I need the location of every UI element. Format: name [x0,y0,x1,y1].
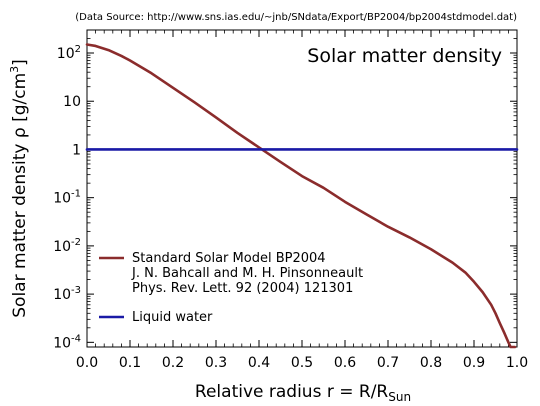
data-source-note: (Data Source: http://www.sns.ias.edu/~jn… [75,12,517,23]
x-axis-label: Relative radius r = R/RSun [195,382,411,404]
x-tick-label: 0.0 [76,355,98,371]
y-tick-label: 10-4 [53,333,81,351]
legend-label-bp2004: J. N. Bahcall and M. H. Pinsonneault [131,266,363,281]
legend-label-liquid-water: Liquid water [132,310,213,325]
x-tick-label: 0.7 [377,355,399,371]
legend-label-bp2004: Standard Solar Model BP2004 [132,251,326,266]
x-tick-label: 0.3 [205,355,227,371]
chart-title: Solar matter density [307,45,502,67]
y-axis-label: Solar matter density ρ [g/cm3] [8,59,30,318]
x-ticks: 0.0 0.1 0.2 0.3 0.4 0.5 0.6 0.7 0.8 0.9 1.0 [76,30,528,371]
y-tick-label: 10 [63,94,81,110]
x-tick-label: 0.1 [119,355,141,371]
y-tick-label: 102 [57,44,81,62]
x-tick-label: 0.6 [334,355,356,371]
series-layer [85,43,519,349]
y-tick-label: 1 [72,142,81,158]
x-tick-label: 0.4 [248,355,270,371]
x-tick-label: 0.8 [420,355,442,371]
x-tick-label: 0.2 [162,355,184,371]
x-tick-label: 1.0 [506,355,528,371]
y-ticks: 10-4 10-3 10-2 10-1 1 10 102 [53,29,517,351]
plot-frame [86,29,518,348]
series-line-bp2004 [85,43,517,349]
legend-label-bp2004: Phys. Rev. Lett. 92 (2004) 121301 [132,281,353,296]
x-tick-label: 0.9 [463,355,485,371]
y-tick-label: 10-3 [53,285,81,303]
x-tick-label: 0.5 [291,355,313,371]
y-tick-label: 10-2 [53,237,81,255]
y-tick-label: 10-1 [53,189,81,207]
